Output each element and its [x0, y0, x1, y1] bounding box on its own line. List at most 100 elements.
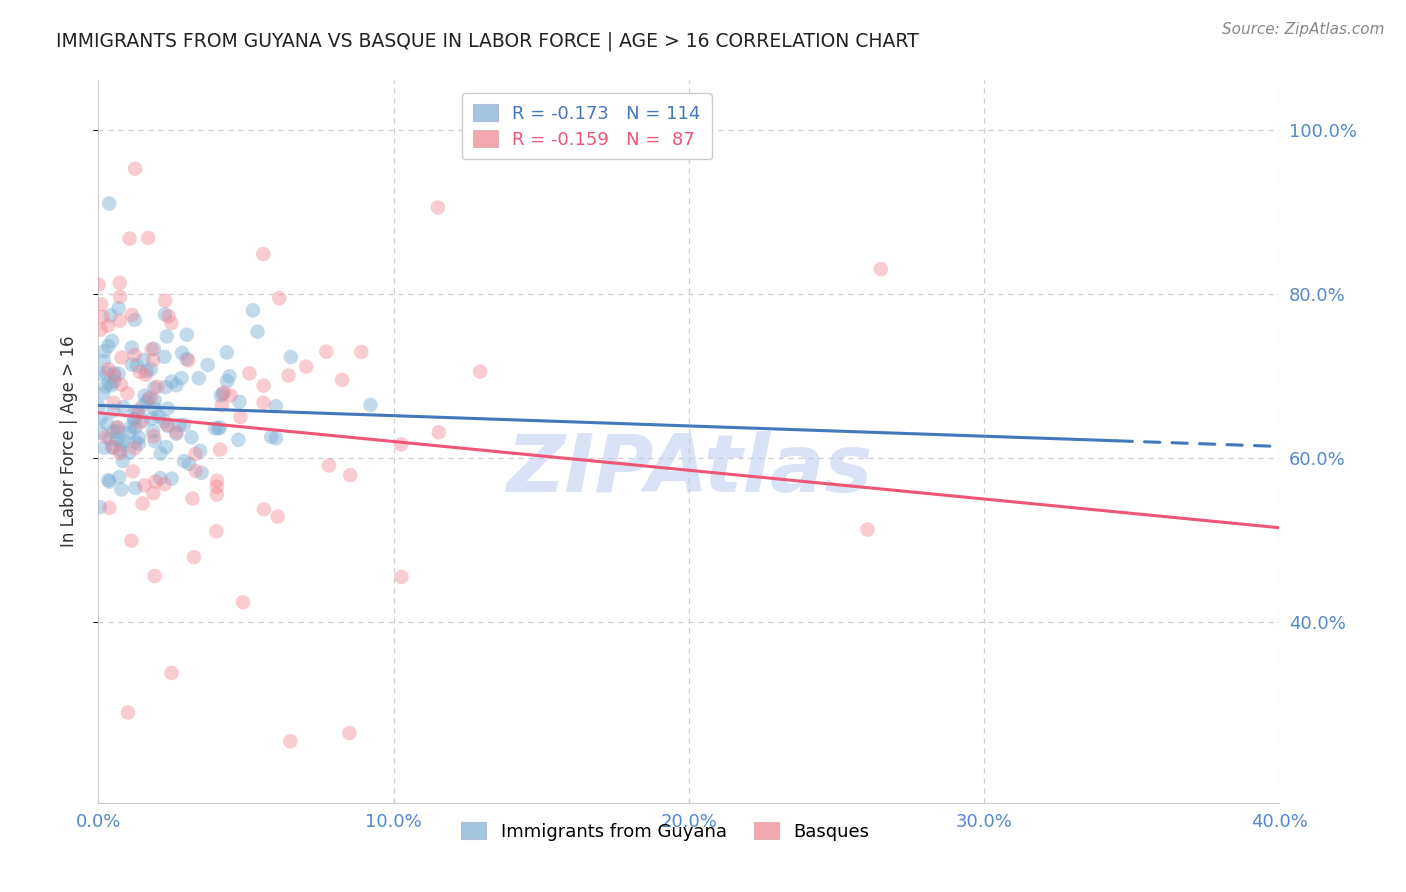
Point [155, 440, 177, 454]
Point [141, 343, 163, 357]
Point [156, 419, 179, 434]
Point [132, 352, 155, 367]
Point [124, 412, 146, 426]
Point [118, 231, 141, 245]
Point [103, 374, 125, 388]
Point [135, 368, 157, 382]
Point [229, 409, 252, 424]
Point [153, 293, 176, 308]
Y-axis label: In Labor Force | Age > 16: In Labor Force | Age > 16 [59, 335, 77, 548]
Point [124, 441, 146, 455]
Point [101, 334, 124, 348]
Point [148, 409, 170, 424]
Point [143, 393, 166, 408]
Point [427, 201, 450, 215]
Point [427, 425, 450, 440]
Point [87, 277, 110, 292]
Point [143, 402, 166, 417]
Point [104, 368, 127, 383]
Point [91, 310, 114, 324]
Point [111, 351, 134, 365]
Point [90, 297, 112, 311]
Point [350, 345, 373, 359]
Point [219, 388, 242, 402]
Text: IMMIGRANTS FROM GUYANA VS BASQUE IN LABOR FORCE | AGE > 16 CORRELATION CHART: IMMIGRANTS FROM GUYANA VS BASQUE IN LABO… [56, 31, 920, 51]
Point [264, 399, 287, 413]
Point [132, 399, 155, 413]
Point [142, 429, 165, 443]
Point [124, 348, 146, 362]
Point [128, 416, 150, 430]
Point [110, 483, 132, 497]
Point [197, 358, 219, 372]
Point [228, 433, 250, 447]
Point [205, 474, 228, 488]
Point [155, 380, 177, 394]
Point [128, 365, 150, 379]
Point [98, 432, 121, 446]
Point [389, 437, 412, 451]
Point [100, 309, 122, 323]
Point [205, 524, 228, 539]
Point [165, 378, 187, 392]
Point [204, 421, 226, 435]
Point [101, 441, 124, 455]
Point [143, 569, 166, 583]
Point [121, 464, 143, 478]
Point [209, 442, 232, 457]
Point [470, 365, 492, 379]
Point [93, 354, 115, 368]
Point [180, 430, 202, 444]
Point [98, 196, 121, 211]
Point [269, 291, 291, 305]
Point [112, 400, 135, 414]
Point [215, 374, 238, 388]
Point [103, 396, 125, 410]
Point [105, 421, 128, 435]
Point [108, 470, 131, 484]
Point [107, 301, 129, 315]
Point [870, 262, 893, 277]
Point [89, 367, 111, 381]
Point [96, 366, 118, 380]
Point [124, 434, 146, 449]
Point [124, 161, 146, 176]
Point [142, 342, 165, 356]
Point [127, 406, 149, 420]
Point [160, 472, 183, 486]
Point [108, 276, 131, 290]
Point [190, 466, 212, 480]
Point [97, 339, 120, 353]
Point [121, 341, 143, 355]
Point [107, 425, 129, 439]
Point [280, 350, 302, 364]
Point [295, 359, 318, 374]
Point [212, 385, 235, 400]
Point [153, 307, 176, 321]
Point [149, 447, 172, 461]
Point [183, 550, 205, 565]
Point [103, 366, 125, 380]
Point [205, 480, 228, 494]
Point [89, 323, 111, 337]
Point [156, 329, 179, 343]
Point [232, 595, 254, 609]
Point [128, 437, 150, 451]
Point [315, 344, 337, 359]
Point [134, 389, 156, 403]
Point [218, 369, 240, 384]
Legend: Immigrants from Guyana, Basques: Immigrants from Guyana, Basques [454, 814, 877, 848]
Point [339, 726, 361, 740]
Point [264, 431, 287, 445]
Point [242, 303, 264, 318]
Point [97, 362, 120, 376]
Point [107, 420, 129, 434]
Point [127, 403, 149, 417]
Point [391, 570, 413, 584]
Point [209, 389, 232, 403]
Point [252, 395, 274, 409]
Point [173, 454, 195, 468]
Point [153, 477, 176, 491]
Point [98, 475, 121, 489]
Point [89, 500, 111, 515]
